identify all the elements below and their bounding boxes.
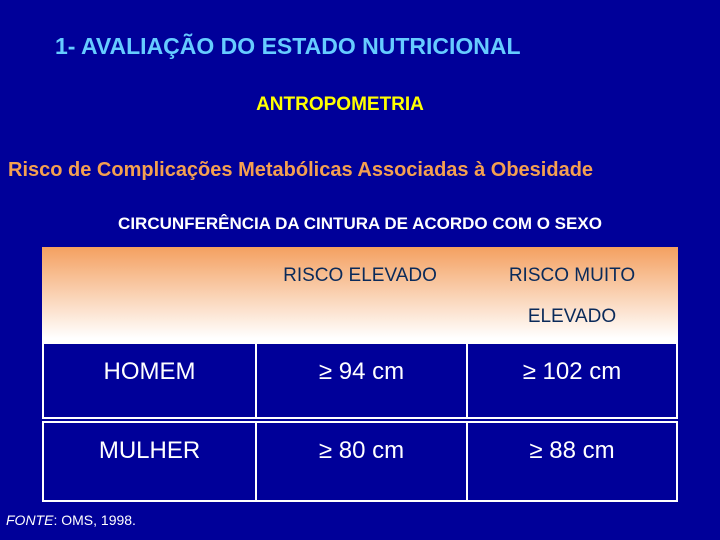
source-label: FONTE xyxy=(6,512,54,528)
row-label: HOMEM xyxy=(42,342,257,419)
header-risco-muito: RISCO MUITO xyxy=(508,265,636,286)
cell-elevado: ≥ 94 cm xyxy=(255,342,468,419)
header-risco-elevado: RISCO ELEVADO xyxy=(283,265,437,286)
table-header: RISCO ELEVADO RISCO MUITO ELEVADO xyxy=(42,247,678,343)
table-caption: CIRCUNFERÊNCIA DA CINTURA DE ACORDO COM … xyxy=(118,214,602,233)
table-row: MULHER ≥ 80 cm ≥ 88 cm xyxy=(42,421,678,502)
row-label: MULHER xyxy=(42,421,257,502)
slide-title: 1- AVALIAÇÃO DO ESTADO NUTRICIONAL xyxy=(55,33,521,59)
waist-circumference-table: RISCO ELEVADO RISCO MUITO ELEVADO HOMEM … xyxy=(42,247,678,502)
source-note: FONTE: OMS, 1998. xyxy=(6,512,136,528)
cell-elevado: ≥ 80 cm xyxy=(255,421,468,502)
cell-muito-elevado: ≥ 88 cm xyxy=(466,421,678,502)
header-elevado: ELEVADO xyxy=(527,306,617,327)
slide-heading: Risco de Complicações Metabólicas Associ… xyxy=(8,159,594,181)
slide-subtitle: ANTROPOMETRIA xyxy=(256,94,424,115)
table-row: HOMEM ≥ 94 cm ≥ 102 cm xyxy=(42,342,678,421)
cell-muito-elevado: ≥ 102 cm xyxy=(466,342,678,419)
source-text: : OMS, 1998. xyxy=(53,512,136,528)
